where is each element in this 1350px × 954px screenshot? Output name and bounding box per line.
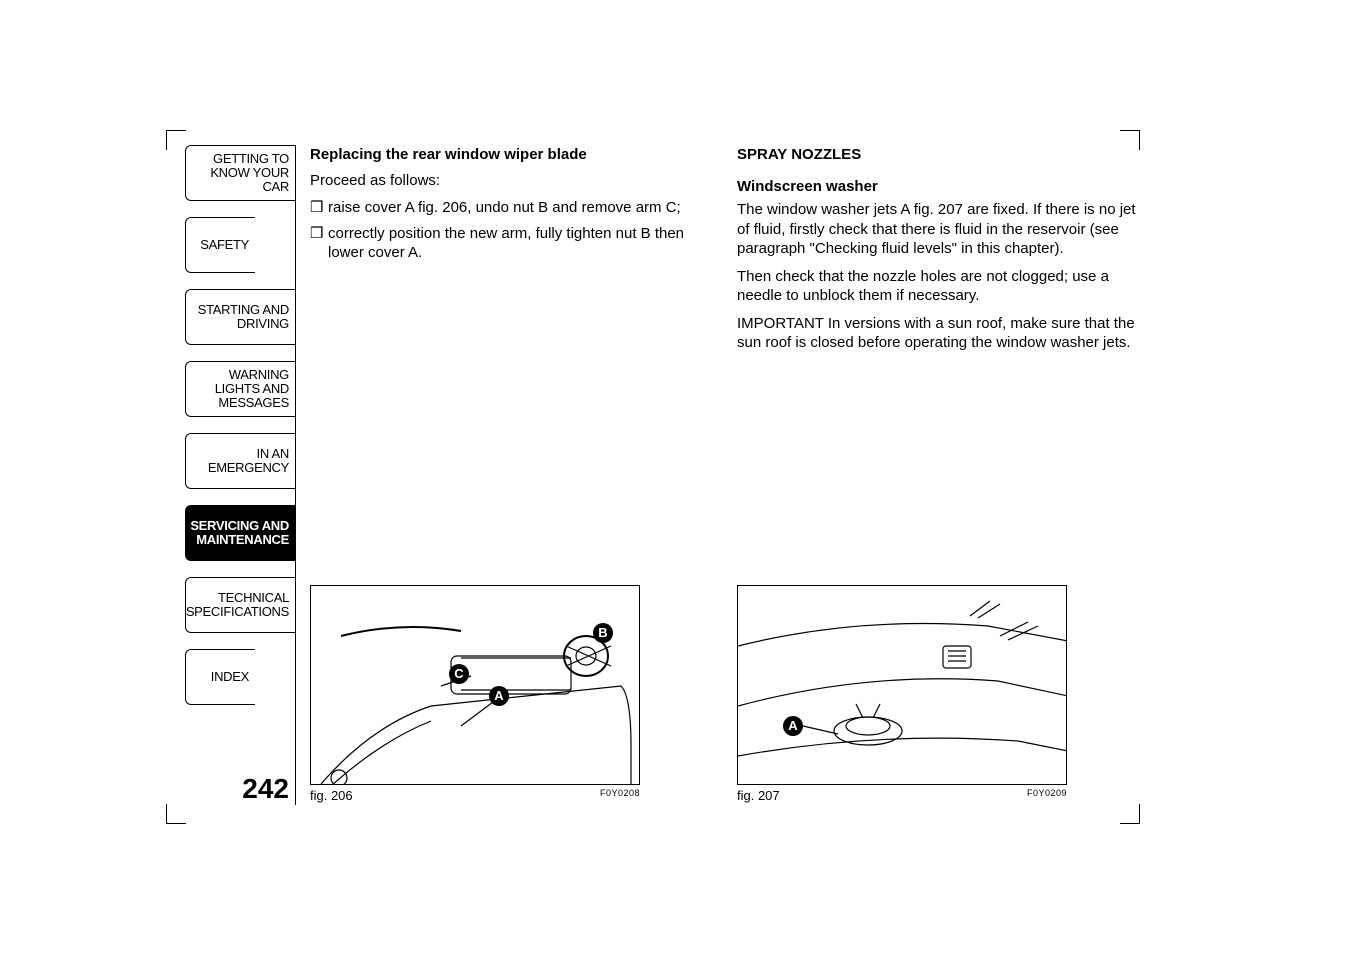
chapter-tab[interactable]: WARNING LIGHTS AND MESSAGES	[185, 361, 295, 417]
chapter-tab[interactable]: SERVICING AND MAINTENANCE	[185, 505, 295, 561]
chapter-tab[interactable]: STARTING AND DRIVING	[185, 289, 295, 345]
procedure-step: ❒ raise cover A fig. 206, undo nut B and…	[310, 198, 713, 218]
figure-206: A B C fig. 206 F0Y0208	[310, 585, 640, 805]
page-content: GETTING TO KNOW YOUR CAR SAFETY STARTING A…	[180, 145, 1140, 805]
figure-code: F0Y0209	[1027, 788, 1067, 805]
chapter-tab[interactable]: IN AN EMERGENCY	[185, 433, 295, 489]
callout-a: A	[783, 716, 803, 736]
right-column: SPRAY NOZZLES Windscreen washer The wind…	[737, 145, 1140, 805]
intro-text: Proceed as follows:	[310, 171, 713, 191]
washer-jet-illustration	[738, 586, 1067, 785]
body-paragraph: Then check that the nozzle holes are not…	[737, 267, 1140, 306]
procedure-step: ❒ correctly position the new arm, fully …	[310, 224, 713, 263]
figure-label: fig. 206	[310, 788, 353, 805]
figure-207: A fig. 207 F0Y0209	[737, 585, 1067, 805]
chapter-tab[interactable]: GETTING TO KNOW YOUR CAR	[185, 145, 295, 201]
chapter-tab[interactable]: SAFETY	[185, 217, 255, 273]
chapter-tab[interactable]: INDEX	[185, 649, 255, 705]
figure-206-image: A B C	[310, 585, 640, 785]
figure-207-caption: fig. 207 F0Y0209	[737, 788, 1067, 805]
step-text: raise cover A fig. 206, undo nut B and r…	[328, 198, 713, 218]
crop-mark	[166, 804, 186, 824]
crop-mark	[1120, 804, 1140, 824]
page-number: 242	[180, 773, 295, 805]
wiper-arm-illustration	[311, 586, 640, 785]
callout-c: C	[449, 664, 469, 684]
subsection-heading: Windscreen washer	[737, 177, 1140, 197]
chapter-tabs-sidebar: GETTING TO KNOW YOUR CAR SAFETY STARTING A…	[180, 145, 295, 805]
body-paragraph: The window washer jets A fig. 207 are fi…	[737, 200, 1140, 259]
section-heading-left: Replacing the rear window wiper blade	[310, 145, 713, 165]
main-content: Replacing the rear window wiper blade Pr…	[295, 145, 1140, 805]
figure-code: F0Y0208	[600, 788, 640, 805]
section-heading-right: SPRAY NOZZLES	[737, 145, 1140, 165]
important-note: IMPORTANT In versions with a sun roof, m…	[737, 314, 1140, 353]
figure-label: fig. 207	[737, 788, 780, 805]
bullet-icon: ❒	[310, 198, 328, 218]
chapter-tab[interactable]: TECHNICAL SPECIFICATIONS	[185, 577, 295, 633]
callout-a: A	[489, 686, 509, 706]
bullet-icon: ❒	[310, 224, 328, 263]
callout-b: B	[593, 623, 613, 643]
figure-206-caption: fig. 206 F0Y0208	[310, 788, 640, 805]
left-column: Replacing the rear window wiper blade Pr…	[310, 145, 713, 805]
figure-207-image: A	[737, 585, 1067, 785]
step-text: correctly position the new arm, fully ti…	[328, 224, 713, 263]
